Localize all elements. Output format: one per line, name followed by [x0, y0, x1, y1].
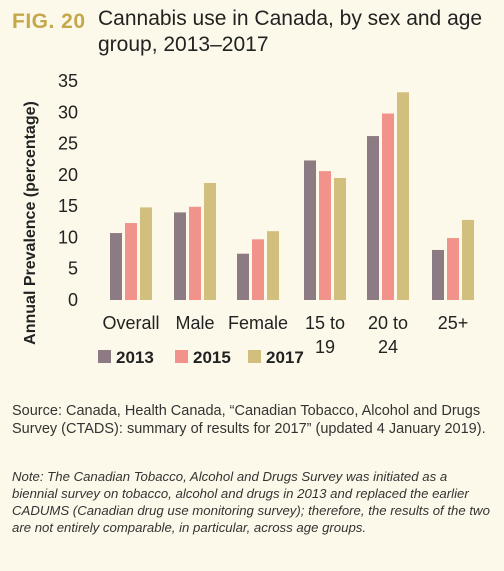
- bar-chart: 0 5 10 15 20 25 30 35 Overall Male Female 15 to 19 2…: [22, 71, 474, 367]
- legend-swatch-2013: [98, 350, 111, 363]
- bar-2017-5: [462, 219, 474, 300]
- y-tick-label: 5: [68, 259, 78, 279]
- bar-2013-1: [174, 212, 186, 300]
- y-tick-label: 15: [58, 196, 78, 216]
- bar-2017-2: [267, 231, 279, 300]
- figure-title: Cannabis use in Canada, by sex and age g…: [98, 7, 483, 56]
- bar-2013-3: [304, 160, 316, 300]
- bar-2017-3: [334, 177, 346, 300]
- y-axis-ticks: 0 5 10 15 20 25 30 35: [58, 71, 78, 310]
- y-tick-label: 10: [58, 227, 78, 247]
- legend: 2013 2015 2017: [98, 348, 304, 367]
- bar-2017-0: [140, 207, 152, 300]
- bar-2015-1: [189, 206, 201, 300]
- legend-swatch-2017: [248, 350, 261, 363]
- x-tick-label: 25+: [438, 313, 469, 333]
- y-tick-label: 0: [68, 290, 78, 310]
- figure-label: FIG. 20: [12, 10, 86, 33]
- legend-swatch-2015: [175, 350, 188, 363]
- y-tick-label: 35: [58, 71, 78, 91]
- bar-group: [110, 92, 474, 301]
- x-tick-label: Male: [175, 313, 214, 333]
- x-tick-label: 24: [378, 337, 398, 357]
- y-tick-label: 20: [58, 165, 78, 185]
- bar-2013-2: [237, 253, 249, 300]
- x-axis-labels: Overall Male Female 15 to 19 20 to 24 25+: [102, 313, 468, 357]
- legend-label-2017: 2017: [266, 348, 304, 367]
- bar-2015-5: [447, 238, 459, 300]
- bar-2013-4: [367, 136, 379, 300]
- legend-label-2013: 2013: [116, 348, 154, 367]
- y-tick-label: 30: [58, 102, 78, 122]
- legend-label-2015: 2015: [193, 348, 231, 367]
- bar-2013-5: [432, 249, 444, 300]
- bar-2013-0: [110, 233, 122, 300]
- y-axis-label: Annual Prevalence (percentage): [22, 101, 39, 345]
- bar-2015-0: [125, 223, 137, 300]
- bar-2015-2: [252, 239, 264, 300]
- x-tick-label: 15 to: [305, 313, 345, 333]
- bar-2015-3: [319, 171, 331, 300]
- note-text: Note: The Canadian Tobacco, Alcohol and …: [12, 469, 490, 535]
- bar-2015-4: [382, 113, 394, 300]
- source-text: Source: Canada, Health Canada, “Canadian…: [12, 403, 486, 437]
- x-tick-label: Overall: [102, 313, 159, 333]
- y-tick-label: 25: [58, 134, 78, 154]
- x-tick-label: 20 to: [368, 313, 408, 333]
- x-tick-label: Female: [228, 313, 288, 333]
- bar-2017-4: [397, 92, 409, 301]
- bar-2017-1: [204, 182, 216, 300]
- x-tick-label: 19: [315, 337, 335, 357]
